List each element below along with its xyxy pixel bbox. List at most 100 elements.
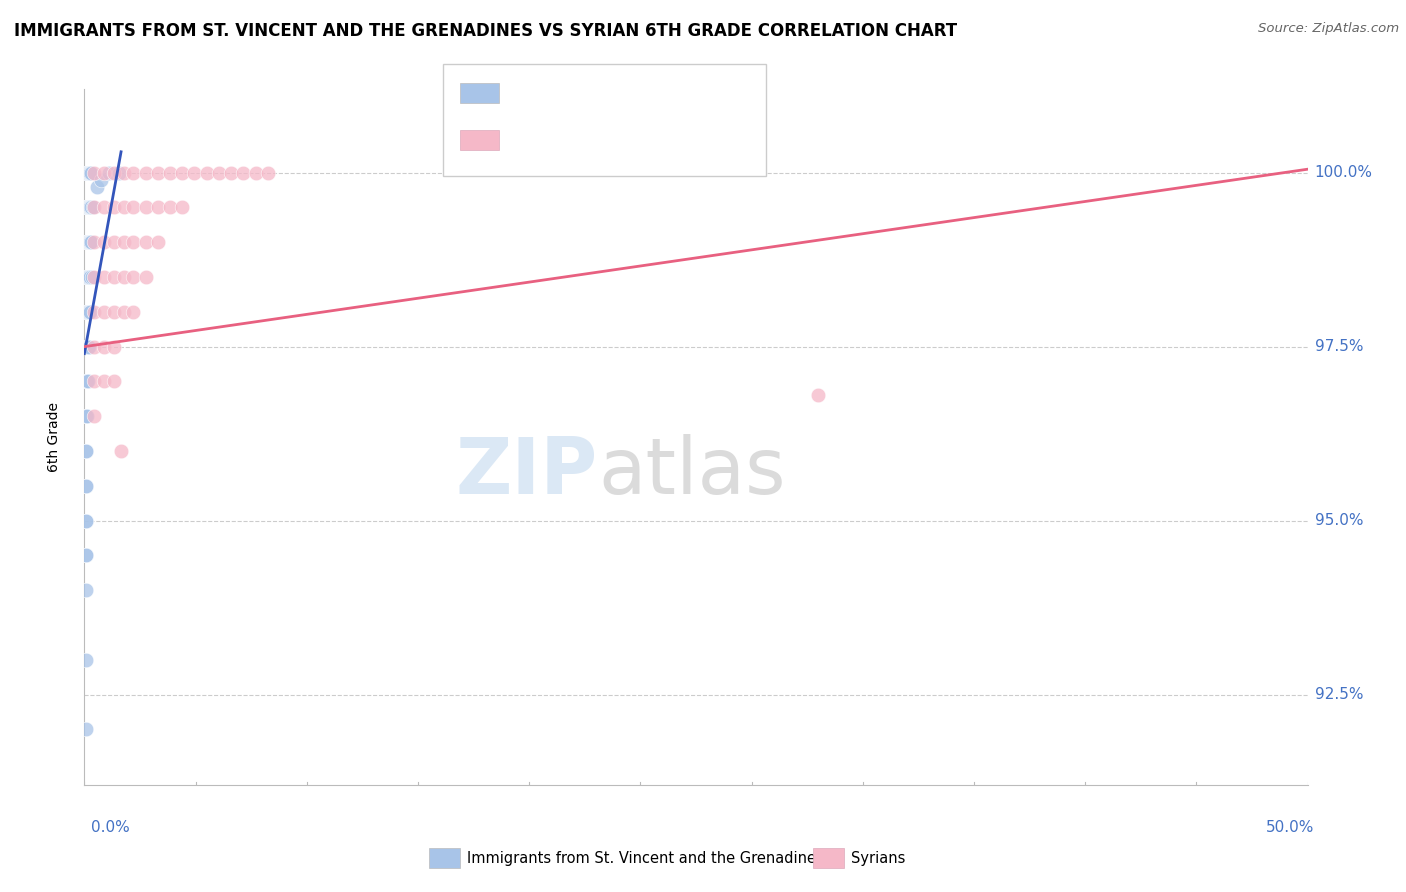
Point [75, 375, 97, 389]
Point [103, 375, 125, 389]
Point [80, 270, 103, 285]
Point [146, 166, 169, 180]
Point [79, 305, 101, 319]
Text: 0.404: 0.404 [548, 83, 610, 103]
Point [75, 409, 97, 424]
Text: Source: ZipAtlas.com: Source: ZipAtlas.com [1258, 22, 1399, 36]
Point [76, 201, 98, 215]
Point [75, 305, 97, 319]
Point [103, 340, 125, 354]
Point [77, 375, 100, 389]
Point [112, 235, 135, 250]
Point [103, 305, 125, 319]
Point [75, 201, 97, 215]
Point [75, 270, 97, 285]
Point [80, 166, 103, 180]
Text: 50.0%: 50.0% [1267, 821, 1315, 835]
Point [76, 305, 98, 319]
Text: R =: R = [510, 84, 550, 102]
Point [83, 375, 105, 389]
Point [83, 340, 105, 354]
Point [75, 235, 97, 250]
Point [93, 201, 115, 215]
Point [103, 270, 125, 285]
Point [75, 166, 97, 180]
Point [80, 201, 103, 215]
Point [75, 479, 97, 493]
Point [76, 166, 98, 180]
Point [83, 270, 105, 285]
Text: Syrians: Syrians [851, 851, 905, 865]
Point [232, 166, 254, 180]
Point [135, 235, 157, 250]
Text: N =: N = [633, 84, 672, 102]
Point [83, 409, 105, 424]
Point [183, 166, 205, 180]
Text: R =: R = [510, 131, 555, 149]
Point [76, 235, 98, 250]
Text: ZIP: ZIP [456, 434, 598, 510]
Text: atlas: atlas [598, 434, 786, 510]
Point [103, 235, 125, 250]
Point [77, 305, 100, 319]
Point [77, 166, 100, 180]
Point [83, 235, 105, 250]
Point [110, 444, 132, 458]
Point [77, 201, 100, 215]
Point [107, 166, 129, 180]
Point [135, 166, 157, 180]
Point [77, 270, 100, 285]
Text: IMMIGRANTS FROM ST. VINCENT AND THE GRENADINES VS SYRIAN 6TH GRADE CORRELATION C: IMMIGRANTS FROM ST. VINCENT AND THE GREN… [14, 22, 957, 40]
Point [122, 235, 145, 250]
Text: N =: N = [633, 131, 672, 149]
Point [93, 375, 115, 389]
Text: 0.0%: 0.0% [91, 821, 131, 835]
Point [75, 479, 97, 493]
Point [90, 172, 112, 186]
Point [93, 270, 115, 285]
Point [103, 166, 125, 180]
Text: 100.0%: 100.0% [1315, 165, 1372, 180]
Point [172, 166, 194, 180]
Point [807, 388, 830, 402]
Point [76, 235, 98, 250]
Point [75, 653, 97, 667]
Point [83, 201, 105, 215]
Point [77, 340, 100, 354]
Point [122, 270, 145, 285]
Point [79, 166, 101, 180]
Point [76, 270, 98, 285]
Point [75, 444, 97, 458]
Point [75, 549, 97, 563]
Text: 73: 73 [671, 83, 697, 103]
Point [257, 166, 280, 180]
Point [76, 340, 98, 354]
Point [135, 201, 157, 215]
Point [76, 409, 98, 424]
Point [79, 201, 101, 215]
Text: 0.178: 0.178 [553, 130, 614, 150]
Point [112, 201, 135, 215]
Point [75, 235, 97, 250]
Point [75, 409, 97, 424]
Point [75, 514, 97, 528]
Point [83, 166, 105, 180]
Point [75, 340, 97, 354]
Point [75, 723, 97, 737]
Point [77, 270, 100, 285]
Point [75, 340, 97, 354]
Point [76, 201, 98, 215]
Point [80, 235, 103, 250]
Point [77, 166, 100, 180]
Point [79, 235, 101, 250]
Point [75, 270, 97, 285]
Point [75, 583, 97, 598]
Point [77, 305, 100, 319]
Point [83, 305, 105, 319]
Point [77, 235, 100, 250]
Point [146, 201, 169, 215]
Text: 52: 52 [671, 130, 697, 150]
Point [75, 444, 97, 458]
Point [122, 201, 145, 215]
Text: 95.0%: 95.0% [1315, 513, 1362, 528]
